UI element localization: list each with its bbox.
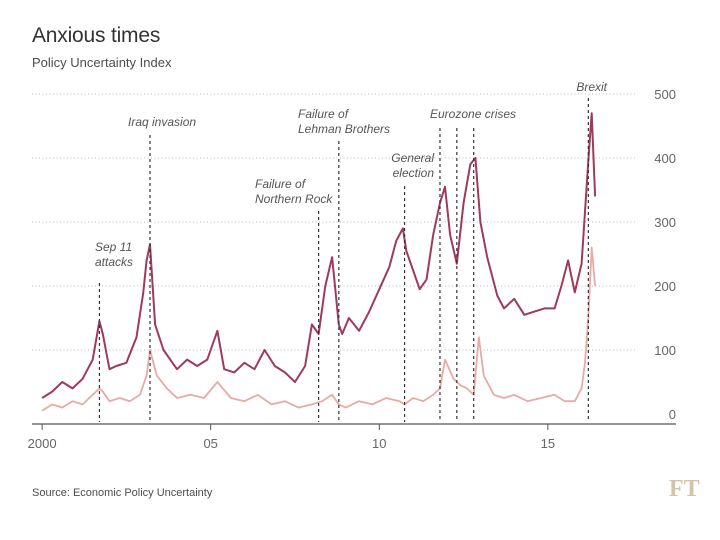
x-tick-label: 2000 [28,436,57,451]
event-label: Sep 11 attacks [95,240,133,269]
event-label: General election [391,151,434,180]
chart-title: Anxious times [32,24,161,47]
y-tick-label: 100 [654,343,676,358]
x-tick-label: 05 [203,436,217,451]
y-tick-label: 300 [654,215,676,230]
event-layer: Sep 11 attacks Iraq invasion Failure of Nort… [95,80,608,422]
series-layer [41,112,597,412]
ft-logo: FT [669,476,700,502]
event-label: Brexit [576,80,607,94]
x-axis: 2000 05 10 15 [28,423,676,451]
series-line-main [41,112,597,399]
source-note: Source: Economic Policy Uncertainty [32,487,213,499]
series-line-secondary [41,246,596,412]
x-tick-label: 15 [541,436,555,451]
event-label: Eurozone crises [430,107,516,121]
y-axis: 0 100 200 300 400 500 [654,87,676,422]
event-label: Failure of Lehman Brothers [298,107,390,136]
y-tick-label: 400 [654,151,676,166]
y-tick-label: 500 [654,87,676,102]
x-tick-label: 10 [372,436,386,451]
chart-subtitle: Policy Uncertainty Index [32,55,172,70]
y-tick-label: 0 [669,407,676,422]
event-label: Failure of Northern Rock [255,177,333,206]
grid-layer [32,93,635,351]
y-tick-label: 200 [654,279,676,294]
event-label: Iraq invasion [128,115,196,129]
